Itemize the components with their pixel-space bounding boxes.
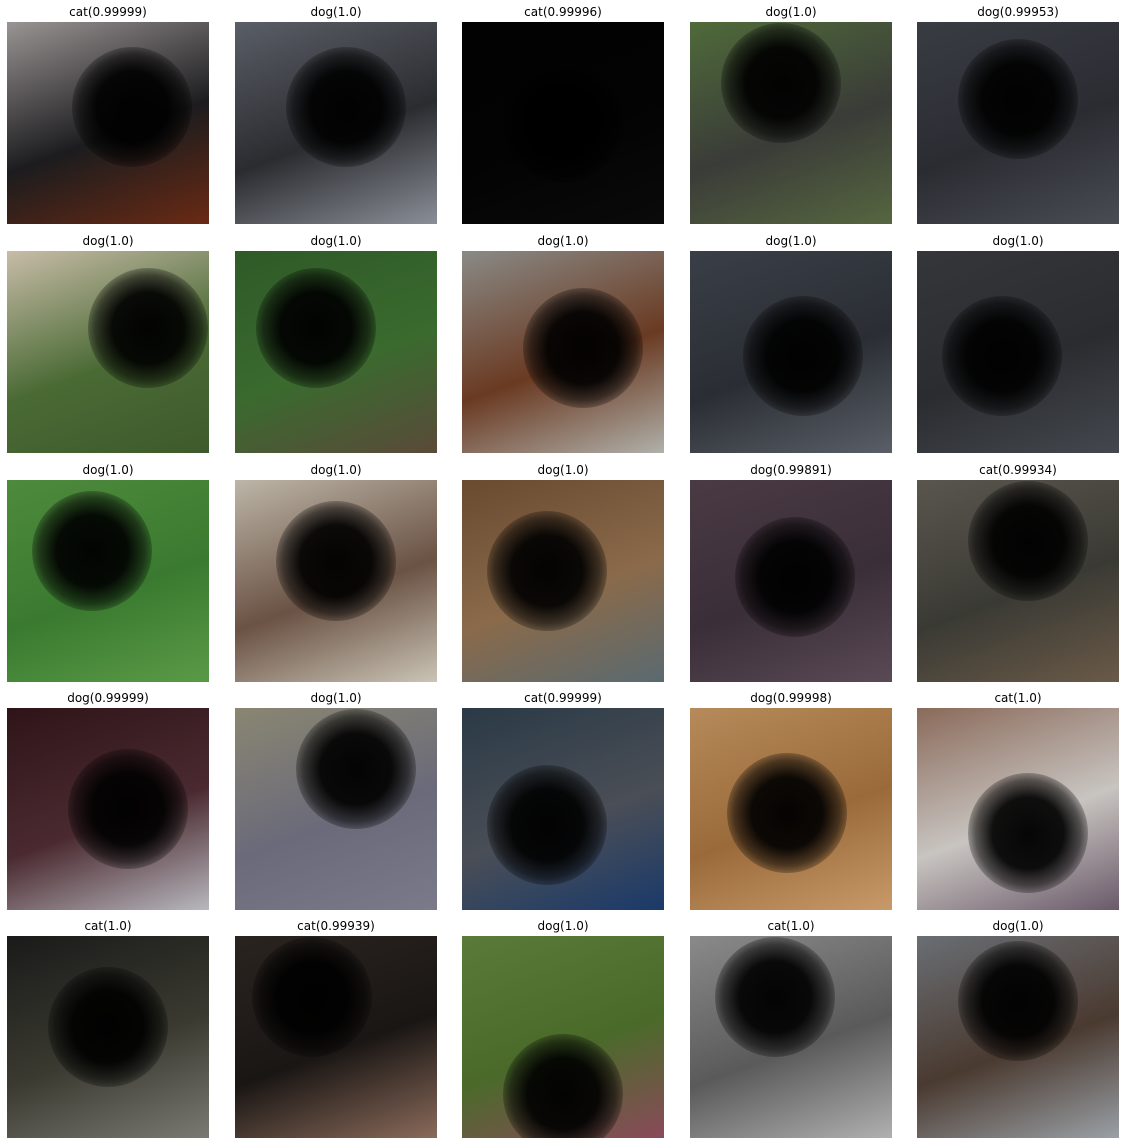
prediction-label: dog(0.99953) [977,5,1059,19]
prediction-label: dog(1.0) [310,463,362,477]
occlusion-blur [72,46,193,167]
occlusion-blur [68,749,189,869]
occlusion-blur [503,1033,623,1138]
occlusion-blur [720,22,841,143]
occluded-photo [7,480,209,682]
occluded-photo [235,480,437,682]
prediction-label: dog(1.0) [310,5,362,19]
occlusion-blur [88,267,209,388]
occluded-photo [7,22,209,224]
occluded-photo [690,251,892,453]
occluded-photo [690,936,892,1138]
prediction-label: dog(0.99891) [750,463,832,477]
occlusion-blur [523,287,644,408]
prediction-label: dog(1.0) [82,463,134,477]
prediction-label: dog(1.0) [310,691,362,705]
prediction-label: cat(1.0) [994,691,1042,705]
prediction-label: cat(0.99999) [524,691,602,705]
prediction-label: cat(0.99934) [979,463,1057,477]
occluded-photo [235,708,437,910]
occlusion-blur [486,765,607,886]
prediction-label: dog(1.0) [310,234,362,248]
occluded-photo [235,22,437,224]
occlusion-blur [276,500,396,621]
occlusion-blur [735,516,856,637]
prediction-label: dog(1.0) [537,463,589,477]
occluded-photo [462,480,664,682]
occlusion-blur [968,480,1089,601]
occluded-photo [462,22,664,224]
occlusion-blur [958,940,1078,1061]
prediction-label: cat(0.99999) [69,5,147,19]
occluded-photo [462,251,664,453]
occlusion-blur [958,38,1078,159]
occluded-photo [690,708,892,910]
occlusion-blur [251,936,372,1057]
occluded-photo [917,251,1119,453]
occluded-photo [235,251,437,453]
occluded-photo [462,708,664,910]
prediction-label: cat(0.99996) [524,5,602,19]
occlusion-blur [31,490,152,611]
occlusion-blur [714,936,835,1057]
prediction-label: dog(1.0) [765,5,817,19]
prediction-label: dog(1.0) [537,234,589,248]
prediction-label: dog(1.0) [82,234,134,248]
occluded-photo [917,22,1119,224]
prediction-label: dog(1.0) [537,919,589,933]
occluded-photo [7,936,209,1138]
prediction-label: cat(0.99939) [297,919,375,933]
occluded-photo [235,936,437,1138]
occluded-photo [917,936,1119,1138]
prediction-label: dog(1.0) [992,919,1044,933]
occlusion-blur [286,46,407,167]
occluded-photo [7,251,209,453]
occlusion-blur [743,296,864,417]
prediction-label: cat(1.0) [84,919,132,933]
occlusion-blur [48,966,168,1087]
occluded-photo [690,480,892,682]
occluded-photo [917,708,1119,910]
prediction-label: dog(1.0) [765,234,817,248]
occluded-photo [462,936,664,1138]
occlusion-blur [941,296,1062,417]
occlusion-blur [968,773,1089,894]
prediction-label: dog(0.99998) [750,691,832,705]
occluded-photo [7,708,209,910]
occlusion-blur [726,753,847,874]
occlusion-blur [503,63,623,183]
prediction-label: cat(1.0) [767,919,815,933]
occluded-photo [917,480,1119,682]
occlusion-blur [296,708,417,829]
occlusion-blur [486,510,607,631]
occlusion-blur [255,267,376,388]
prediction-label: dog(0.99999) [67,691,149,705]
prediction-label: dog(1.0) [992,234,1044,248]
occluded-photo [690,22,892,224]
